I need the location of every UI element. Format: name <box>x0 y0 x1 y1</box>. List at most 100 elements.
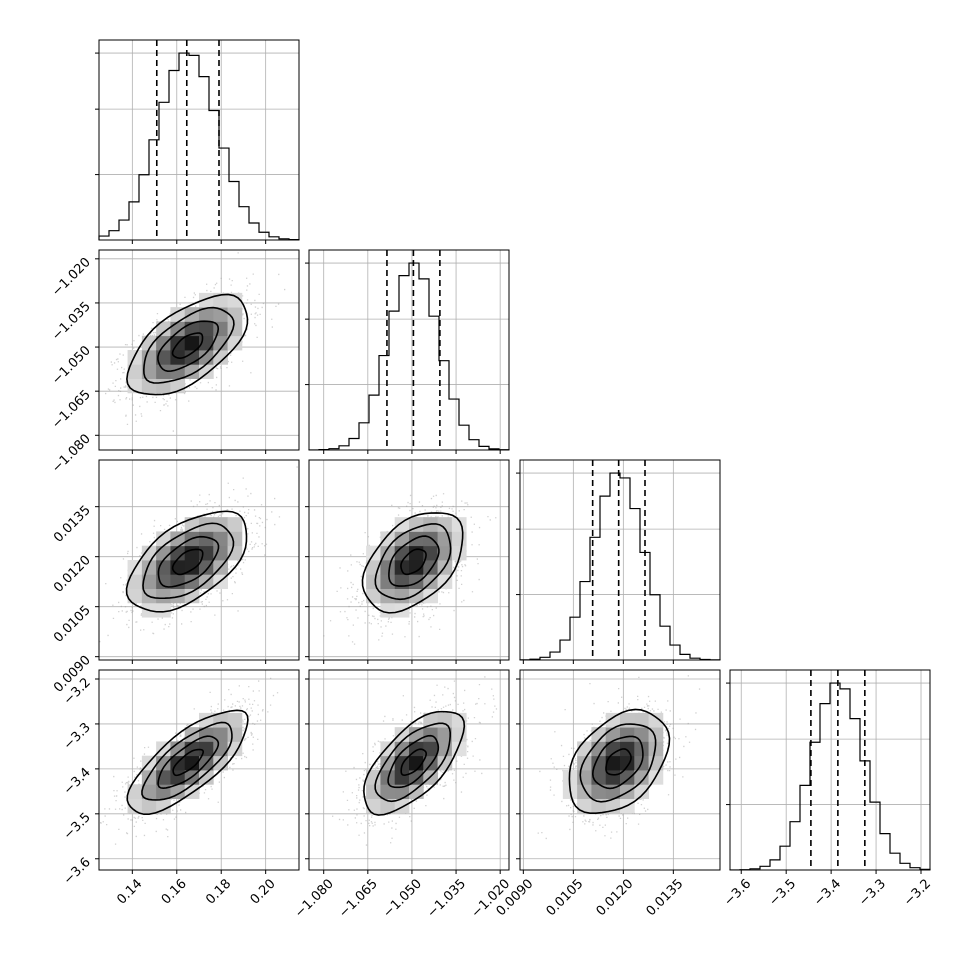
density-cell <box>213 545 228 561</box>
density-cell <box>451 517 467 532</box>
y-tick-label-p3: −3.3 <box>61 720 94 753</box>
density-cell <box>380 560 396 575</box>
scatter-panel-p1-p3 <box>305 669 510 874</box>
density-cell <box>620 770 635 785</box>
panel-frame <box>308 249 510 451</box>
contour-level-1 <box>157 320 220 372</box>
contour-level-3 <box>125 510 248 613</box>
density-cell <box>227 741 243 757</box>
panel-frame <box>98 669 300 871</box>
density-cell <box>184 755 200 771</box>
density-cell <box>591 755 607 771</box>
density-cell <box>156 545 171 561</box>
y-tick-label-p1: −1.065 <box>49 387 94 432</box>
contour-level-2 <box>579 723 657 803</box>
density-cell <box>634 712 649 728</box>
density-cell <box>156 741 171 757</box>
density-cell <box>199 292 214 308</box>
x-tick-label-p3: −3.2 <box>901 876 934 909</box>
density-cell <box>227 307 243 322</box>
density-cell <box>451 531 467 547</box>
y-tick-label-p2: 0.0105 <box>51 603 94 646</box>
density-cell <box>577 770 592 785</box>
density-cell <box>394 588 410 604</box>
density-cell <box>199 321 214 337</box>
panel-content <box>99 250 299 450</box>
contour-level-2 <box>143 306 235 384</box>
density-cell <box>409 574 424 589</box>
density-cell <box>437 712 453 728</box>
density-cell <box>620 727 635 742</box>
contour-level-3 <box>361 512 464 614</box>
density-cell <box>366 770 381 785</box>
contour-level-0 <box>171 332 204 359</box>
density-cell <box>366 574 381 589</box>
contour-level-1 <box>387 734 440 789</box>
density-cell <box>394 531 410 547</box>
y-tick-label-p2: 0.0135 <box>51 503 94 546</box>
histogram-p0 <box>98 52 300 241</box>
panel-frame <box>308 669 510 871</box>
scatter-panel-p2-p3 <box>516 669 721 874</box>
y-tick-label-p1: −1.035 <box>49 299 94 344</box>
density-cell <box>437 517 453 532</box>
density-cell <box>366 784 381 799</box>
contour-level-2 <box>374 523 452 601</box>
x-tick-label-p3: −3.6 <box>721 876 754 909</box>
density-cell <box>380 741 396 757</box>
panel-frame <box>98 249 300 451</box>
panel-content <box>309 670 509 870</box>
density-cell <box>394 517 410 532</box>
x-tick-label-p1: −1.035 <box>424 876 469 921</box>
contour-level-0 <box>400 748 427 776</box>
density-cell <box>156 602 171 618</box>
density-cell <box>423 741 438 757</box>
density-cell <box>409 545 424 561</box>
density-cell <box>127 574 143 589</box>
contour-level-2 <box>374 722 452 803</box>
x-tick-label-p2: 0.0105 <box>544 876 587 919</box>
contour-level-1 <box>157 735 220 790</box>
density-cell <box>156 798 171 814</box>
scatter-panel-p1-p2 <box>305 459 510 664</box>
density-cell <box>156 560 171 575</box>
density-cell <box>620 755 635 771</box>
density-cell <box>634 770 649 785</box>
contour-level-0 <box>172 748 204 777</box>
density-cell <box>423 545 438 561</box>
density-cell <box>156 350 171 365</box>
panel-frame <box>98 39 300 241</box>
density-cell <box>605 755 621 771</box>
density-cell <box>437 545 453 561</box>
y-tick-label-p3: −3.6 <box>61 855 94 888</box>
x-tick-label-p2: 0.0120 <box>594 876 637 919</box>
contour-level-3 <box>363 710 466 816</box>
panel-frame <box>729 669 931 871</box>
x-tick-label-p3: −3.5 <box>766 876 799 909</box>
density-cell <box>577 798 592 814</box>
scatter-panel-p0-p2 <box>95 459 300 664</box>
density-cell <box>409 784 424 799</box>
density-cell <box>451 545 467 561</box>
density-cell <box>199 307 214 322</box>
density-cell <box>409 517 424 532</box>
density-cell <box>380 602 396 618</box>
density-cell <box>605 741 621 757</box>
density-cell <box>451 712 467 728</box>
density-cell <box>156 364 171 379</box>
density-cell <box>380 798 396 814</box>
y-tick-label-p3: −3.4 <box>61 765 94 798</box>
density-cell <box>366 798 381 814</box>
density-cell <box>170 741 186 757</box>
density-cell <box>213 727 228 742</box>
x-tick-label-p0: 0.20 <box>248 876 279 907</box>
density-cell <box>141 770 157 785</box>
contour-level-1 <box>388 535 440 587</box>
density-cell <box>156 574 171 589</box>
density-cell <box>141 574 157 589</box>
density-cell <box>437 727 453 742</box>
panel-frame <box>519 459 721 661</box>
density-cell <box>199 741 214 757</box>
x-tick-label-p0: 0.18 <box>203 876 234 907</box>
density-cell <box>394 770 410 785</box>
